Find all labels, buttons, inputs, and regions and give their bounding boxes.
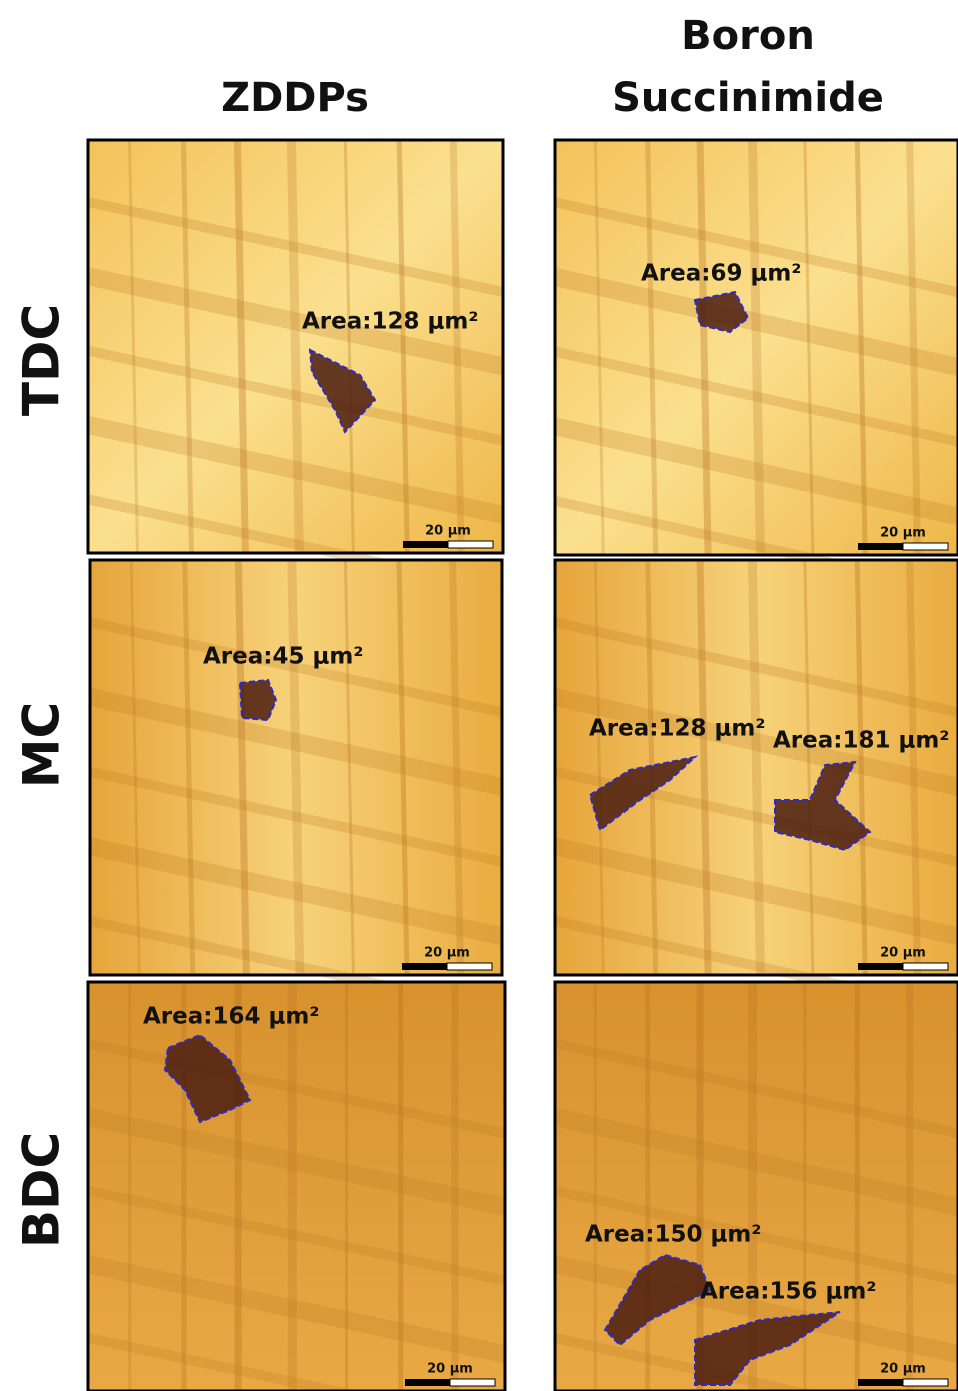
micrograph-panel: Area:128 μm² Area:181 μm² 20 µm	[555, 560, 958, 1011]
scale-bar	[903, 963, 948, 970]
row-label: MC	[13, 702, 71, 788]
column-header: Boron	[681, 13, 815, 59]
area-label: Area:45 μm²	[203, 644, 363, 670]
micrograph-panel: Area:164 μm² 20 µm	[88, 982, 505, 1391]
scale-label: 20 µm	[880, 1362, 926, 1377]
scale-bar	[903, 543, 948, 550]
column-header: Succinimide	[612, 75, 884, 121]
figure: ZDDPs Boron Succinimide TDC MC BDC Area:128 μm…	[0, 0, 958, 1391]
scale-label: 20 µm	[425, 524, 471, 539]
scale-bar	[450, 1379, 495, 1386]
area-label: Area:69 μm²	[641, 261, 801, 287]
area-label: Area:128 μm²	[589, 716, 765, 742]
scale-bar	[858, 1379, 903, 1386]
area-label: Area:128 μm²	[302, 309, 478, 335]
area-label: Area:181 μm²	[773, 728, 949, 754]
scale-bar	[903, 1379, 948, 1386]
scale-bar	[402, 963, 447, 970]
scale-label: 20 µm	[424, 946, 470, 961]
micrograph-panel: Area:150 μm² Area:156 μm² 20 µm	[555, 982, 958, 1391]
micrograph-panel: Area:128 μm² 20 µm	[88, 140, 503, 589]
scale-bar	[858, 543, 903, 550]
area-label: Area:150 μm²	[585, 1222, 761, 1248]
scale-label: 20 µm	[880, 946, 926, 961]
scale-label: 20 µm	[427, 1362, 473, 1377]
row-label: TDC	[13, 304, 71, 416]
scale-bar	[403, 541, 448, 548]
scale-bar	[447, 963, 492, 970]
row-label: BDC	[13, 1132, 71, 1248]
micrograph-panel: Area:45 μm² 20 µm	[90, 560, 502, 1011]
micrograph-panel: Area:69 μm² 20 µm	[555, 140, 958, 591]
column-header: ZDDPs	[221, 75, 369, 121]
scale-bar	[448, 541, 493, 548]
area-label: Area:156 μm²	[700, 1279, 876, 1305]
area-label: Area:164 μm²	[143, 1004, 319, 1030]
scale-bar	[858, 963, 903, 970]
scale-label: 20 µm	[880, 526, 926, 541]
scale-bar	[405, 1379, 450, 1386]
